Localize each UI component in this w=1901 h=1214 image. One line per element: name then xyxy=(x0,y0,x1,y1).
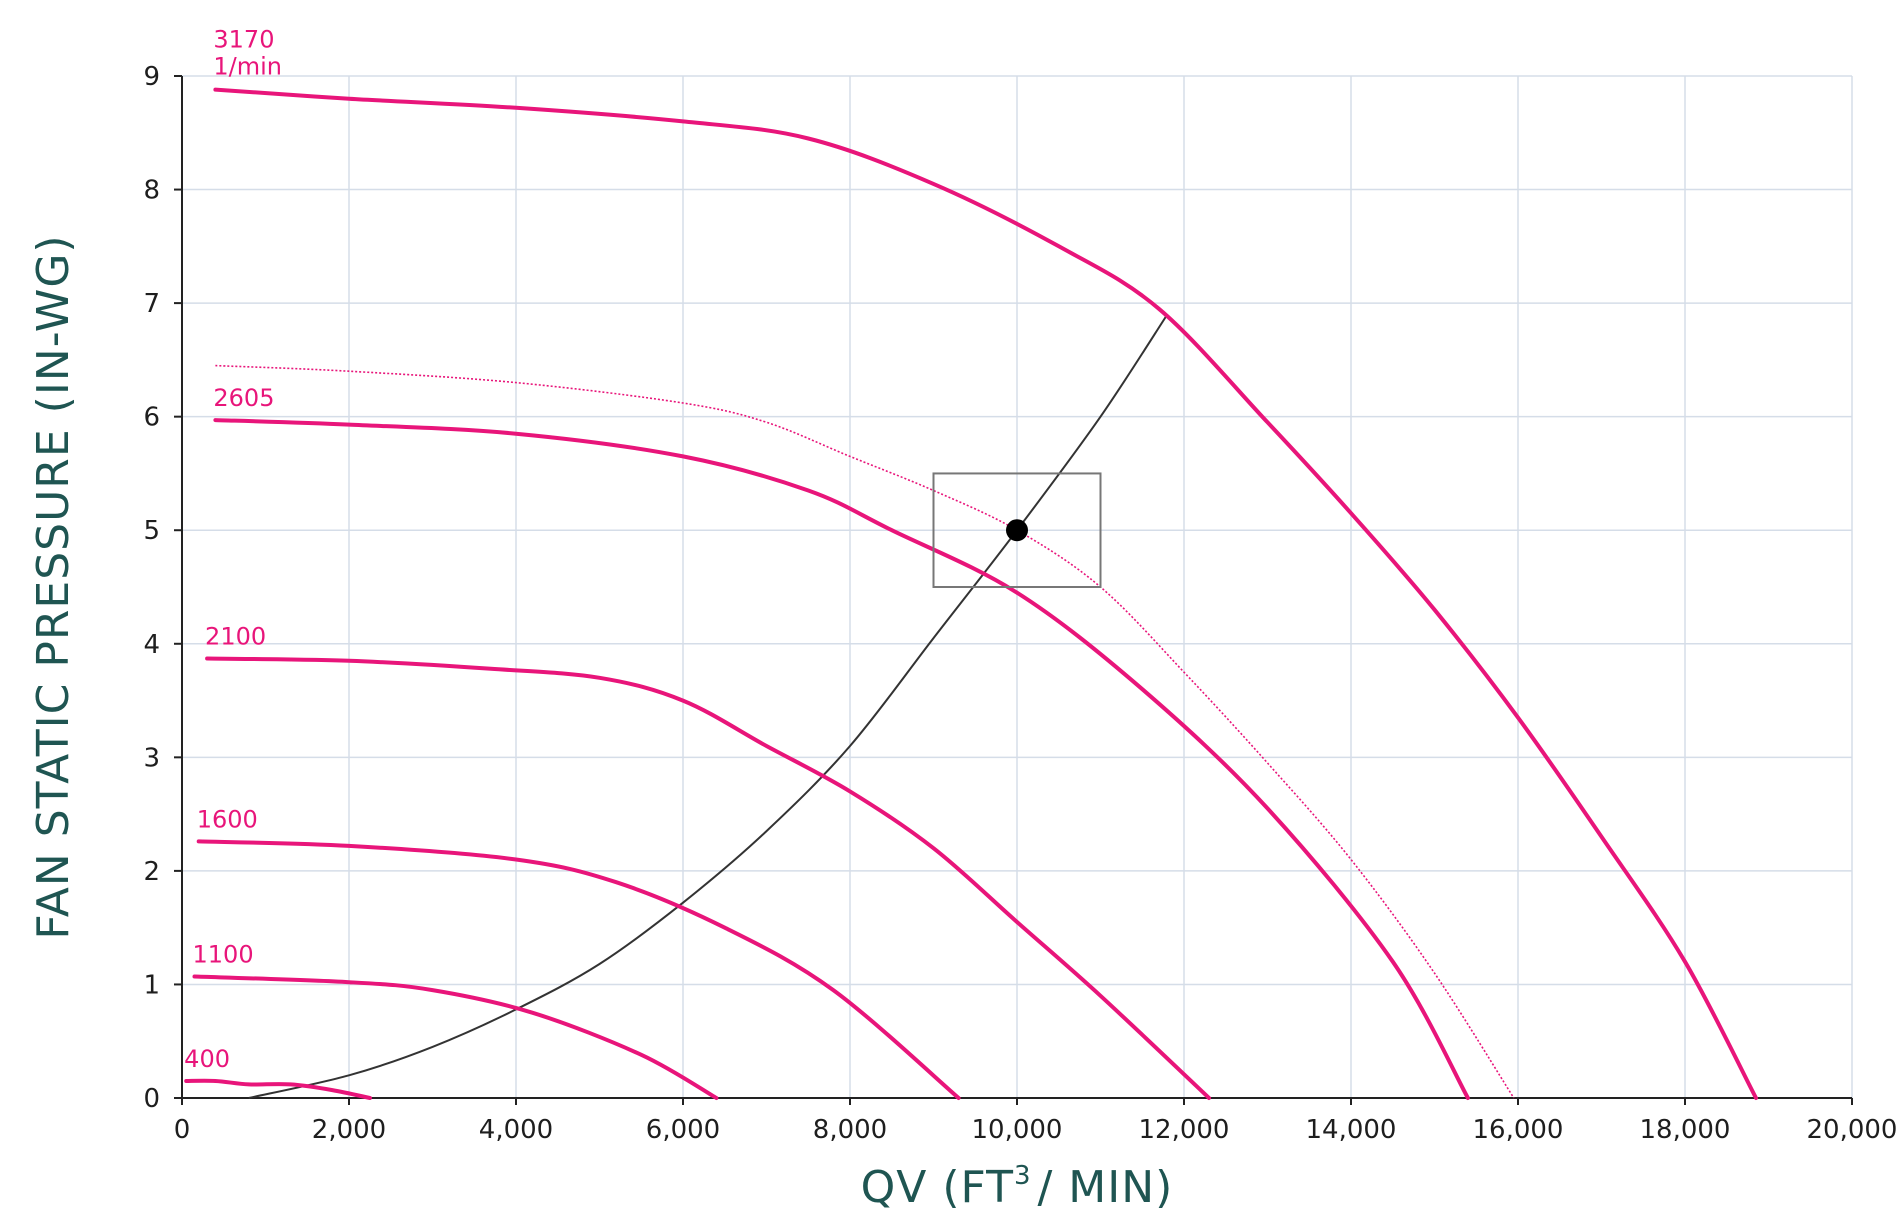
y-tick-label: 4 xyxy=(143,630,160,660)
x-tick-label: 12,000 xyxy=(1139,1115,1230,1145)
curve-label-1100: 1100 xyxy=(193,940,254,968)
x-tick-label: 6,000 xyxy=(646,1115,720,1145)
y-tick-label: 2 xyxy=(143,857,160,887)
y-tick-labels: 0 1 2 3 4 5 6 7 8 9 xyxy=(143,62,182,1114)
x-axis-title-tail: / MIN) xyxy=(1038,1162,1174,1213)
x-tick-label: 8,000 xyxy=(813,1115,887,1145)
fan-curve-2100 xyxy=(207,659,1209,1099)
x-tick-label: 20,000 xyxy=(1807,1115,1898,1145)
y-tick-label: 7 xyxy=(143,289,160,319)
y-tick-label: 8 xyxy=(143,176,160,206)
y-tick-label: 1 xyxy=(143,970,160,1000)
y-tick-label: 5 xyxy=(143,516,160,546)
curve-label-2100: 2100 xyxy=(205,623,266,651)
y-tick-label: 0 xyxy=(143,1084,160,1114)
x-axis-title: QV (FT3/ MIN) xyxy=(861,1161,1174,1213)
x-tick-label: 18,000 xyxy=(1640,1115,1731,1145)
y-axis-title: FAN STATIC PRESSURE (IN-WG) xyxy=(28,234,79,939)
y-tick-label: 9 xyxy=(143,62,160,92)
curve-label-3170: 3170 xyxy=(213,26,274,54)
fan-curves xyxy=(186,90,1756,1098)
operating-point-marker[interactable] xyxy=(1006,519,1028,541)
fan-curve-1600 xyxy=(199,841,959,1098)
x-tick-label: 14,000 xyxy=(1306,1115,1397,1145)
curve-unit-label: 1/min xyxy=(213,53,282,81)
x-tick-label: 10,000 xyxy=(972,1115,1063,1145)
curve-label-2605: 2605 xyxy=(213,384,274,412)
y-tick-label: 6 xyxy=(143,403,160,433)
x-tick-labels: 0 2,000 4,000 6,000 8,000 10,000 12,000 14,000 1… xyxy=(174,1098,1898,1145)
fan-curve-400 xyxy=(186,1081,370,1098)
x-axis-title-main: QV (FT xyxy=(861,1162,1014,1213)
y-tick-label: 3 xyxy=(143,743,160,773)
x-tick-label: 0 xyxy=(174,1115,191,1145)
curve-label-400: 400 xyxy=(184,1045,230,1073)
system-curve-line xyxy=(249,315,1168,1099)
x-tick-label: 4,000 xyxy=(479,1115,553,1145)
fan-curve-3170 xyxy=(215,90,1756,1098)
x-tick-label: 16,000 xyxy=(1473,1115,1564,1145)
x-axis-title-superscript: 3 xyxy=(1014,1161,1032,1191)
curve-label-1600: 1600 xyxy=(197,805,258,833)
x-tick-label: 2,000 xyxy=(312,1115,386,1145)
